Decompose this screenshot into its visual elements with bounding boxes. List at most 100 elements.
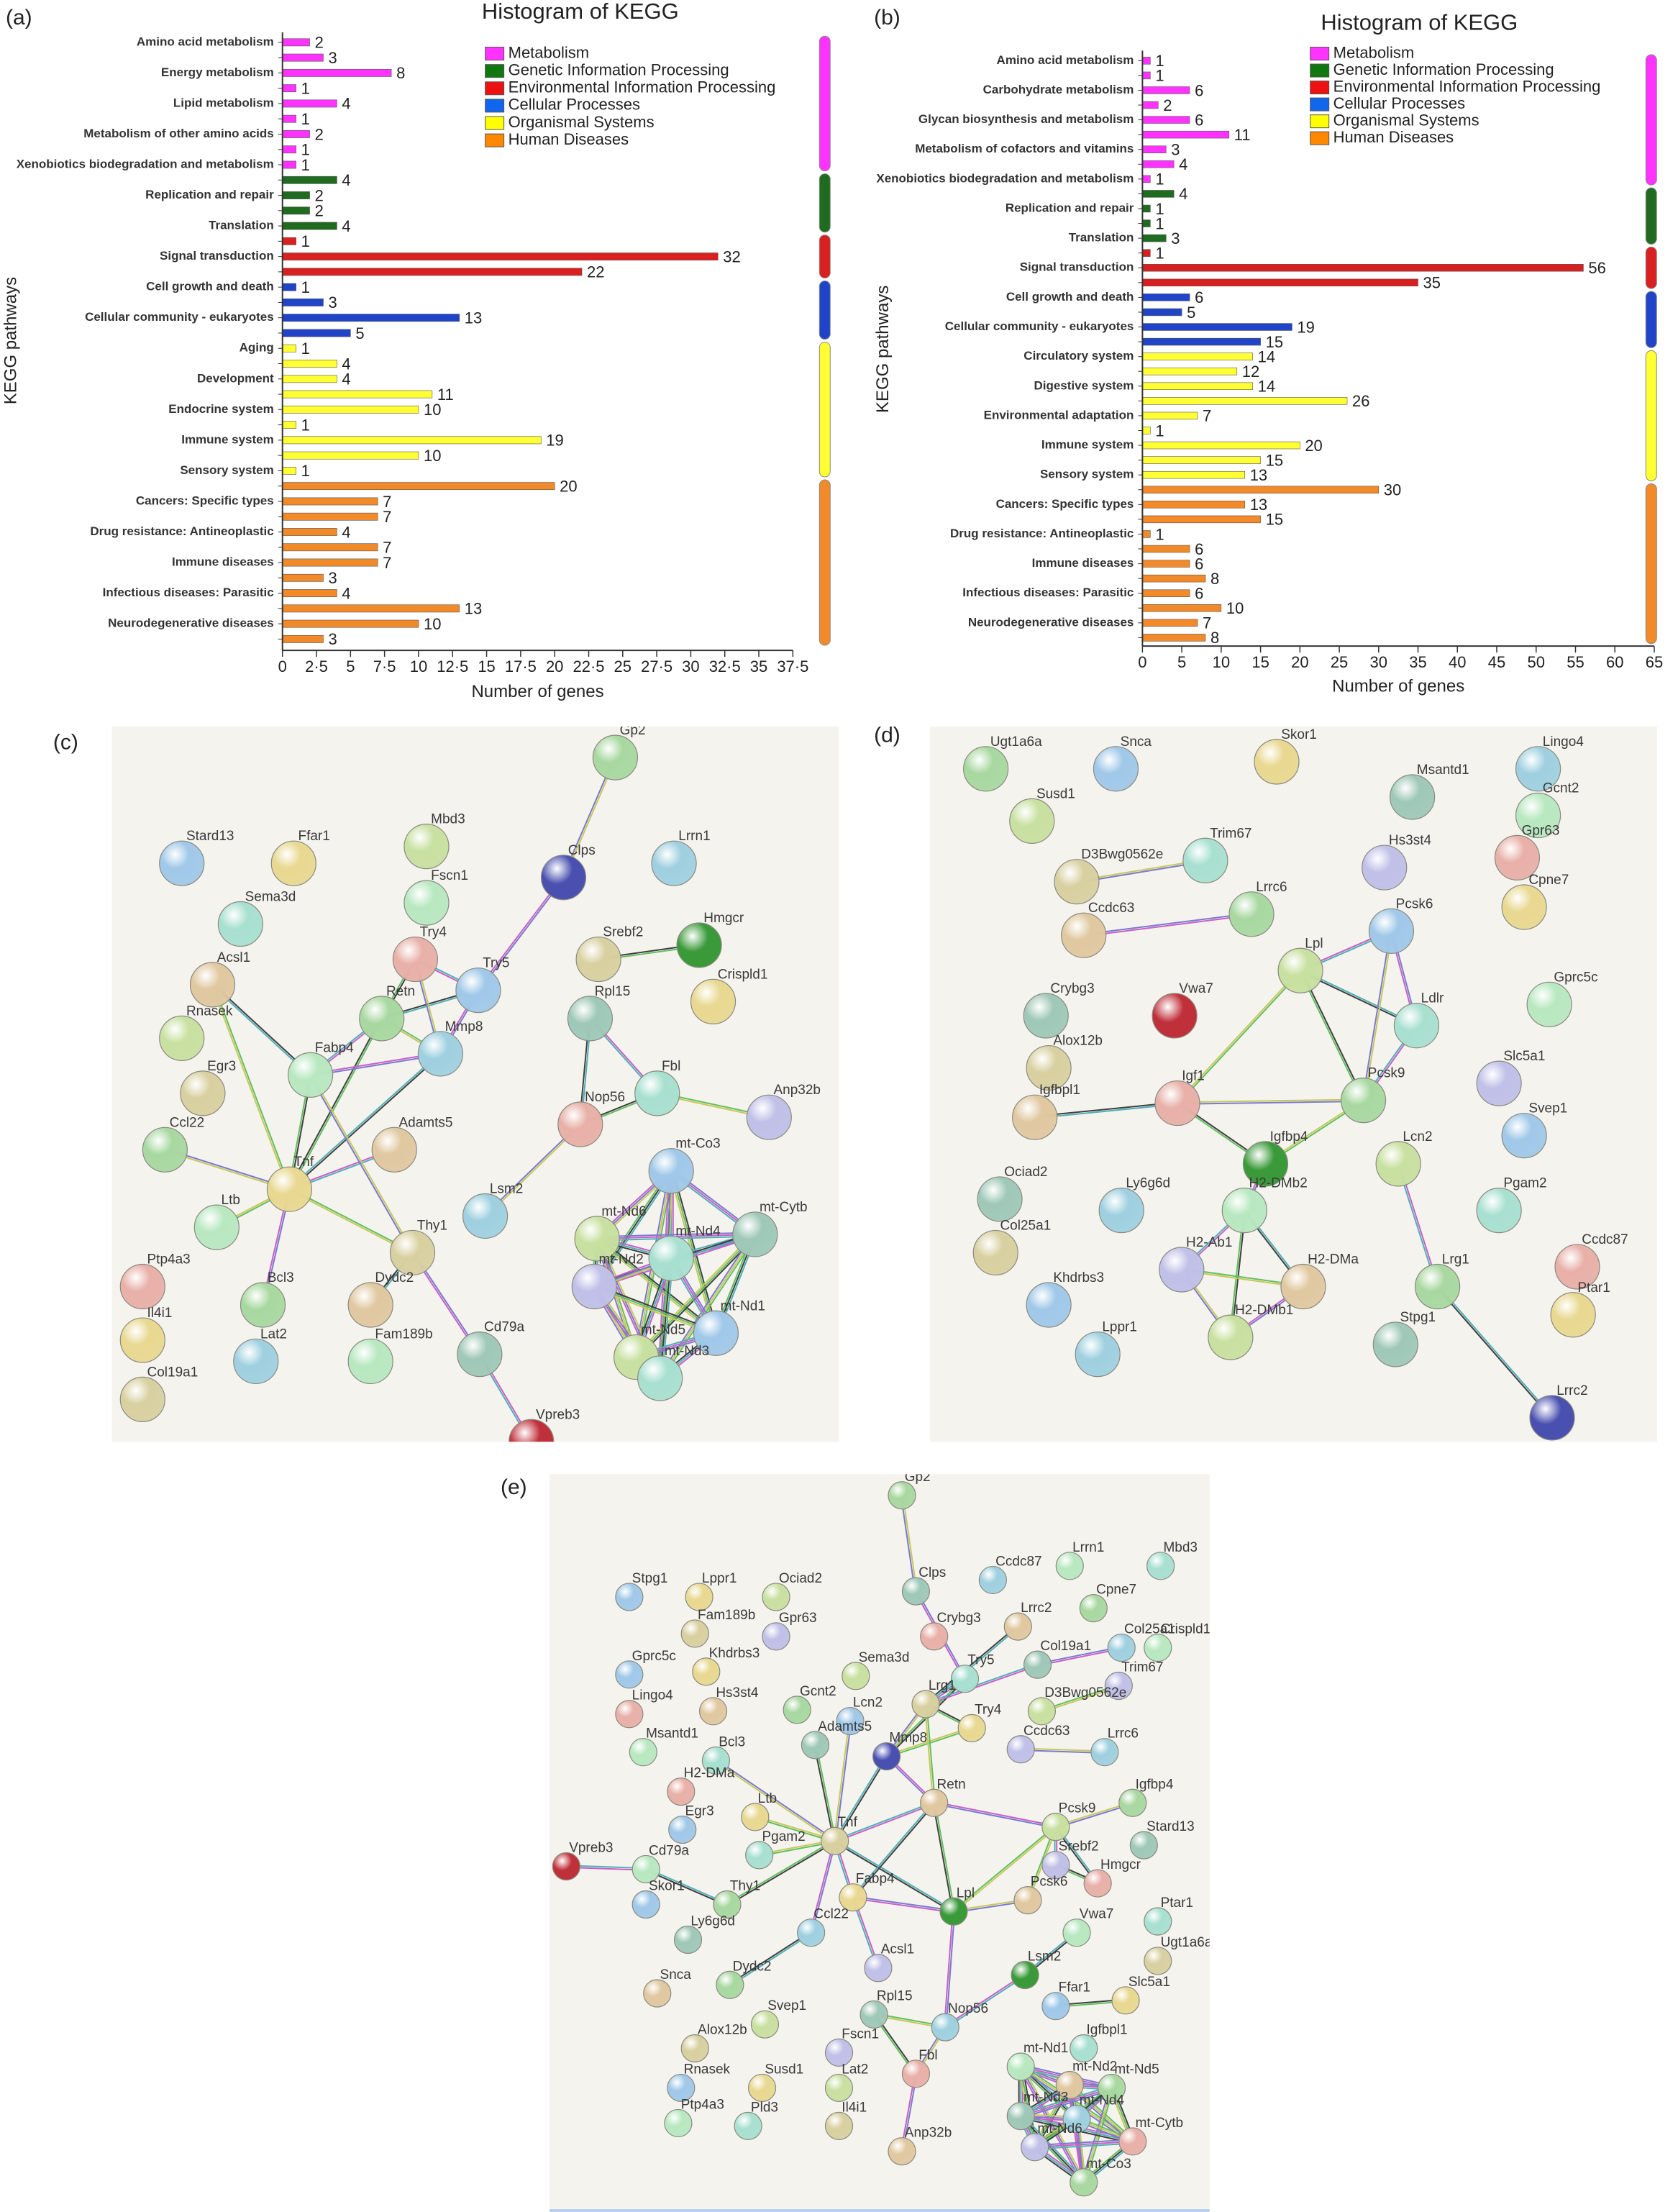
node (371, 1127, 417, 1173)
edge (211, 984, 290, 1191)
y-axis-label: KEGG pathways (873, 286, 893, 413)
edge (944, 1973, 1025, 2027)
edge (834, 1841, 954, 1913)
bar (282, 191, 310, 199)
node (629, 1738, 657, 1767)
node (762, 1622, 790, 1651)
edge (833, 1755, 887, 1842)
node (651, 840, 697, 886)
node (1055, 2070, 1084, 2100)
bar (1142, 57, 1151, 65)
node-label: Rpl15 (877, 1988, 913, 2003)
edge (1034, 1103, 1178, 1119)
node (266, 1166, 313, 1212)
node-label: Retn (386, 984, 415, 999)
x-tick-label: 20 (546, 657, 563, 675)
edge (925, 1662, 1038, 1704)
value-label: 8 (1210, 629, 1219, 647)
edge (716, 1759, 836, 1841)
node-label: Acsl1 (217, 950, 250, 965)
bar (282, 589, 337, 597)
node (1006, 2102, 1035, 2131)
node-label: Crispld1 (718, 967, 768, 982)
bar (282, 344, 296, 352)
node (637, 1355, 683, 1401)
value-label: 15 (1266, 511, 1283, 529)
edge (478, 877, 565, 992)
node-label: Rnasek (186, 1003, 233, 1019)
group-strip (1645, 483, 1657, 645)
node-label: Ccdc87 (1582, 1232, 1628, 1247)
node (1340, 1078, 1387, 1124)
node (1070, 2168, 1098, 2197)
node (189, 962, 236, 1008)
node (643, 1979, 672, 2008)
legend-swatch (1310, 97, 1330, 111)
legend-swatch (485, 47, 505, 61)
category-label: Digestive system (1034, 378, 1134, 392)
value-label: 4 (342, 171, 350, 189)
node-label: H2-DMa (684, 1766, 735, 1781)
bar (282, 314, 460, 322)
node-label: Fbl (662, 1059, 680, 1074)
x-tick-label: 5 (1177, 653, 1186, 671)
node-label: Lat2 (842, 2062, 868, 2077)
bar (282, 283, 296, 291)
node (159, 1015, 205, 1061)
node-label: Thy1 (417, 1218, 447, 1233)
edge (1020, 2115, 1085, 2183)
node (1476, 1060, 1522, 1106)
node (957, 1713, 986, 1742)
edge (926, 1665, 1039, 1706)
node (716, 1970, 744, 1999)
edge (595, 1239, 716, 1336)
bar (1142, 589, 1190, 597)
node-label: Sema3d (245, 890, 296, 905)
node-label: Cd79a (484, 1320, 524, 1335)
node (698, 1697, 728, 1726)
value-label: 1 (301, 340, 310, 358)
node (864, 1954, 893, 1983)
node-label: Gcnt2 (800, 1684, 836, 1699)
node (552, 1852, 580, 1881)
group-strip (819, 235, 831, 279)
bar (282, 451, 419, 460)
node-label: H2-Ab1 (1186, 1235, 1232, 1250)
bar (282, 573, 324, 582)
node (859, 2000, 888, 2029)
value-label: 11 (1234, 126, 1251, 144)
node-label: Svep1 (767, 1998, 806, 2013)
node (567, 996, 614, 1042)
node (159, 840, 205, 886)
node (1501, 884, 1547, 930)
node (676, 922, 722, 968)
node-label: Anp32b (773, 1083, 821, 1098)
edge (852, 1897, 954, 1913)
node-label: Ptar1 (1161, 1895, 1193, 1911)
node-label: Khdrbs3 (1053, 1270, 1104, 1285)
node (389, 1229, 436, 1276)
bar (282, 268, 583, 276)
bar (282, 38, 310, 47)
node-label: Lpl (1305, 936, 1323, 951)
node (1075, 1332, 1121, 1378)
node (119, 1263, 165, 1310)
node (615, 1583, 644, 1611)
value-label: 8 (1210, 570, 1219, 588)
value-label: 7 (383, 493, 391, 511)
edge (853, 1803, 936, 1899)
node-label: mt-Cytb (1136, 2116, 1184, 2131)
edge (945, 1911, 956, 2028)
node-label: Stard13 (1146, 1819, 1195, 1834)
node-label: Ldlr (1421, 991, 1444, 1006)
node (592, 734, 639, 780)
value-label: 2 (315, 34, 324, 52)
node-label: Fbl (918, 2048, 937, 2063)
bar (1142, 323, 1292, 331)
bar (282, 114, 296, 123)
node-label: Cd79a (649, 1843, 689, 1858)
node-label: Nop56 (585, 1090, 625, 1105)
node (762, 1583, 790, 1611)
node-label: Gpr63 (1522, 823, 1560, 838)
panel-label: (d) (874, 724, 900, 747)
